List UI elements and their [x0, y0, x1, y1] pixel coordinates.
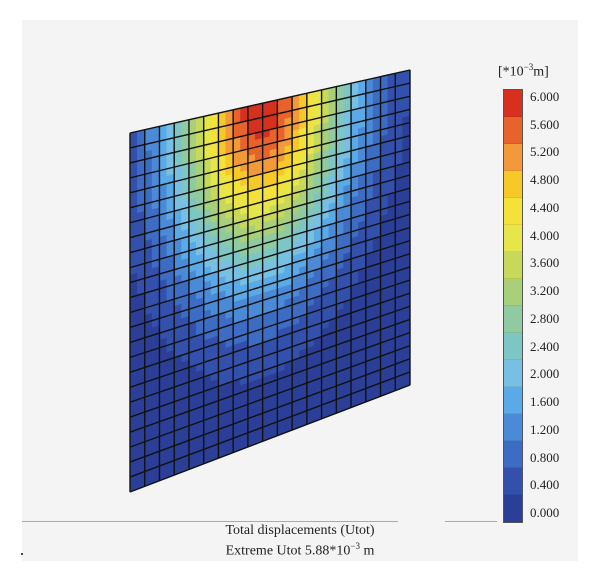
legend-value: 1.600 [530, 394, 560, 410]
legend-value: 3.200 [530, 283, 560, 299]
legend-value: 5.600 [530, 116, 560, 132]
legend-value: 4.000 [530, 227, 560, 243]
mesh-line-horizontal [129, 226, 411, 314]
mesh-line-horizontal [129, 134, 411, 209]
legend-swatch [504, 495, 522, 522]
mesh-line-horizontal [129, 344, 411, 448]
legend-value: 3.600 [530, 255, 560, 271]
mesh-line-horizontal [129, 253, 411, 344]
legend-swatch [504, 144, 522, 171]
mesh-line-horizontal [129, 200, 411, 284]
mesh-line-horizontal [129, 121, 411, 194]
legend-value: 4.800 [530, 172, 560, 188]
legend-value: 0.800 [530, 449, 560, 465]
legend-swatch [504, 360, 522, 387]
mesh-line-horizontal [129, 266, 411, 359]
mesh-line-horizontal [129, 174, 411, 254]
mesh-line-horizontal [129, 292, 411, 388]
mesh-gridlines [129, 69, 411, 493]
legend-value: 2.400 [530, 338, 560, 354]
mesh-line-horizontal [129, 279, 411, 373]
mesh-line-horizontal [129, 161, 411, 239]
caption-extreme: Extreme Utot 5.88*10−3 m [225, 541, 375, 559]
mesh-line-horizontal [129, 358, 411, 463]
legend-unit: [*10−3m] [498, 62, 549, 80]
legend-swatch [504, 171, 522, 198]
legend-value: 5.200 [530, 144, 560, 160]
mesh-line-horizontal [129, 187, 411, 269]
legend-swatch [504, 225, 522, 252]
mesh-line-horizontal [129, 331, 411, 433]
legend-value: 0.000 [530, 505, 560, 520]
mesh-line-horizontal [129, 384, 411, 493]
mesh-line-horizontal [129, 371, 411, 478]
legend-swatch [504, 414, 522, 441]
mesh-line-horizontal [129, 213, 411, 299]
legend-value: 4.400 [530, 199, 560, 215]
mesh-line-horizontal [129, 239, 411, 329]
legend-value: 6.000 [530, 89, 560, 104]
mesh-line-horizontal [129, 82, 411, 149]
mesh-line-horizontal [129, 108, 411, 179]
legend-swatch [504, 279, 522, 306]
legend-swatch [504, 252, 522, 279]
legend-value: 2.800 [530, 310, 560, 326]
legend-swatch [504, 198, 522, 225]
mesh-line-horizontal [129, 305, 411, 403]
legend-swatch [504, 441, 522, 468]
legend-swatch [504, 333, 522, 360]
legend-swatch [504, 117, 522, 144]
caption-title: Total displacements (Utot) [225, 523, 375, 538]
legend-value: 1.200 [530, 421, 560, 437]
color-legend-labels: 6.000 5.600 5.200 4.800 4.400 4.000 3.600 3.200… [530, 89, 590, 521]
legend-swatch [504, 468, 522, 495]
legend-value: 2.000 [530, 366, 560, 382]
caption-divider-left [22, 521, 398, 522]
mesh-line-horizontal [129, 318, 411, 418]
legend-swatch [504, 90, 522, 117]
legend-value: 0.400 [530, 477, 560, 493]
mesh-line-horizontal [129, 69, 411, 134]
legend-swatch [504, 387, 522, 414]
mesh-line-horizontal [129, 148, 411, 224]
caption-divider-right [445, 521, 497, 522]
corner-dot [21, 553, 23, 555]
legend-swatch [504, 306, 522, 333]
mesh-line-horizontal [129, 95, 411, 164]
color-legend-bar [503, 89, 523, 523]
